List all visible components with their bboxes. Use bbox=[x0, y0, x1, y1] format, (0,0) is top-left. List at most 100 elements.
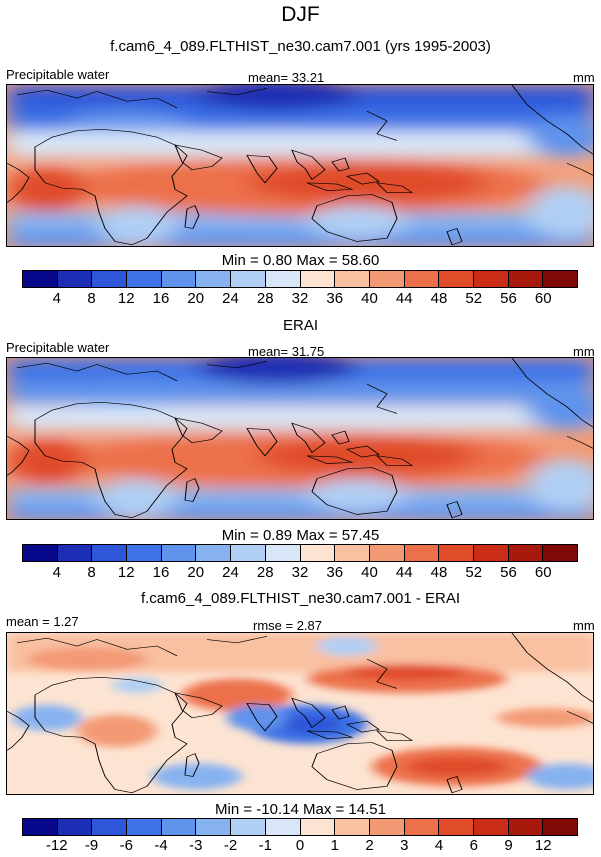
colorbar-swatch bbox=[92, 271, 128, 287]
colorbar-tick-label: 4 bbox=[52, 564, 61, 581]
colorbar-tick-label: 8 bbox=[87, 290, 96, 307]
colorbar-tick-label: 16 bbox=[152, 290, 170, 307]
colorbar-swatch bbox=[543, 271, 577, 287]
colorbar-tick-label: 20 bbox=[187, 564, 205, 581]
panel2-map-field bbox=[7, 358, 593, 519]
colorbar-swatch bbox=[335, 819, 370, 835]
panel3-minmax: Min = -10.14 Max = 14.51 bbox=[215, 801, 386, 818]
panel3-title: f.cam6_4_089.FLTHIST_ne30.cam7.001 - ERA… bbox=[140, 590, 461, 607]
colorbar-tick-label: 52 bbox=[465, 564, 483, 581]
colorbar-swatch bbox=[57, 545, 93, 561]
colorbar-swatch bbox=[439, 271, 474, 287]
colorbar-swatch bbox=[473, 271, 509, 287]
colorbar-tick-label: 24 bbox=[222, 290, 239, 307]
colorbar-swatch bbox=[369, 271, 405, 287]
colorbar-tick-label: 16 bbox=[152, 564, 170, 581]
colorbar-swatch bbox=[439, 819, 474, 835]
colorbar-tick-label: 6 bbox=[469, 837, 478, 854]
colorbar-tick-label: 9 bbox=[504, 837, 513, 854]
colorbar-swatch bbox=[92, 819, 128, 835]
colorbar-tick-label: 12 bbox=[117, 564, 135, 581]
colorbar-swatch bbox=[127, 271, 162, 287]
colorbar-swatch bbox=[161, 545, 197, 561]
colorbar-swatch bbox=[196, 545, 232, 561]
colorbar-swatch bbox=[335, 271, 370, 287]
colorbar-swatch bbox=[335, 545, 370, 561]
panel2-units: mm bbox=[573, 344, 595, 359]
panel2-mean-label: mean= 31.75 bbox=[248, 344, 325, 359]
colorbar-swatch bbox=[196, 271, 232, 287]
panel1-map-field bbox=[7, 85, 593, 246]
colorbar-tick-label: 1 bbox=[330, 837, 339, 854]
colorbar-tick-label: -9 bbox=[84, 837, 99, 854]
colorbar-swatch bbox=[473, 819, 509, 835]
colorbar-tick-label: 40 bbox=[361, 290, 378, 307]
colorbar-swatch bbox=[265, 819, 301, 835]
colorbar-tick-label: 0 bbox=[295, 837, 305, 854]
colorbar-tick-label: 4 bbox=[434, 837, 444, 854]
colorbar-tick-label: 20 bbox=[187, 290, 205, 307]
colorbar-tick-label: 24 bbox=[222, 564, 239, 581]
colorbar-swatch bbox=[57, 819, 93, 835]
colorbar-tick-label: 32 bbox=[291, 290, 309, 307]
colorbar-swatch bbox=[543, 819, 577, 835]
colorbar-swatch bbox=[127, 545, 162, 561]
colorbar-swatch bbox=[300, 545, 336, 561]
colorbar-tick-label: 28 bbox=[256, 564, 274, 581]
panel1-colorbar-ticks: 4 8 12 16 20 24 28 32 36 40 44 48 52 56 60 bbox=[22, 290, 578, 308]
panel3-rmse-label: rmse = 2.87 bbox=[253, 618, 323, 633]
colorbar-tick-label: -6 bbox=[119, 837, 133, 854]
colorbar-swatch bbox=[508, 819, 544, 835]
panel2-variable-label: Precipitable water bbox=[6, 340, 110, 355]
colorbar-tick-label: 2 bbox=[365, 837, 374, 854]
colorbar-swatch bbox=[508, 271, 544, 287]
colorbar-swatch bbox=[231, 819, 266, 835]
colorbar-swatch bbox=[265, 545, 301, 561]
colorbar-tick-label: 56 bbox=[500, 564, 517, 581]
colorbar-tick-label: -1 bbox=[258, 837, 272, 854]
panel1-minmax: Min = 0.80 Max = 58.60 bbox=[221, 252, 380, 269]
colorbar-swatch bbox=[404, 819, 440, 835]
panel2-minmax: Min = 0.89 Max = 57.45 bbox=[221, 527, 380, 544]
panel3-map-field bbox=[7, 633, 593, 794]
colorbar-tick-label: 48 bbox=[430, 290, 448, 307]
colorbar-swatch bbox=[127, 819, 162, 835]
colorbar-tick-label: 48 bbox=[430, 564, 448, 581]
colorbar-swatch bbox=[508, 545, 544, 561]
colorbar-swatch bbox=[404, 545, 440, 561]
colorbar-tick-label: 28 bbox=[256, 290, 274, 307]
colorbar-tick-label: 44 bbox=[395, 290, 413, 307]
colorbar-tick-label: 36 bbox=[326, 564, 344, 581]
colorbar-swatch bbox=[231, 271, 266, 287]
panel2-map bbox=[6, 357, 594, 520]
panel3-colorbar bbox=[22, 818, 578, 836]
colorbar-swatch bbox=[473, 545, 509, 561]
colorbar-swatch bbox=[404, 271, 440, 287]
panel2-colorbar-ticks: 4 8 12 16 20 24 28 32 36 40 44 48 52 56 60 bbox=[22, 564, 578, 582]
colorbar-tick-label: 32 bbox=[291, 564, 309, 581]
colorbar-swatch bbox=[161, 271, 197, 287]
colorbar-tick-label: -3 bbox=[189, 837, 203, 854]
colorbar-swatch bbox=[439, 545, 474, 561]
colorbar-swatch bbox=[92, 545, 128, 561]
figure-subtitle: f.cam6_4_089.FLTHIST_ne30.cam7.001 (yrs … bbox=[110, 38, 491, 55]
panel3-colorbar-ticks: -12 -9 -6 -4 -3 -2 -1 0 1 2 3 4 6 9 12 bbox=[22, 837, 578, 855]
colorbar-tick-label: -12 bbox=[45, 837, 68, 854]
panel3-map bbox=[6, 632, 594, 795]
colorbar-tick-label: 40 bbox=[361, 564, 378, 581]
colorbar-tick-label: 12 bbox=[534, 837, 552, 854]
figure-title: DJF bbox=[281, 3, 320, 26]
colorbar-tick-label: 8 bbox=[87, 564, 96, 581]
panel1-colorbar bbox=[22, 270, 578, 288]
panel3-mean-label: mean = 1.27 bbox=[6, 614, 79, 629]
colorbar-tick-label: 52 bbox=[465, 290, 483, 307]
colorbar-tick-label: -2 bbox=[223, 837, 238, 854]
colorbar-swatch bbox=[300, 271, 336, 287]
colorbar-swatch bbox=[23, 819, 58, 835]
panel2-colorbar bbox=[22, 544, 578, 562]
colorbar-tick-label: 56 bbox=[500, 290, 517, 307]
colorbar-swatch bbox=[369, 545, 405, 561]
colorbar-swatch bbox=[161, 819, 197, 835]
colorbar-tick-label: -4 bbox=[154, 837, 168, 854]
colorbar-swatch bbox=[57, 271, 93, 287]
